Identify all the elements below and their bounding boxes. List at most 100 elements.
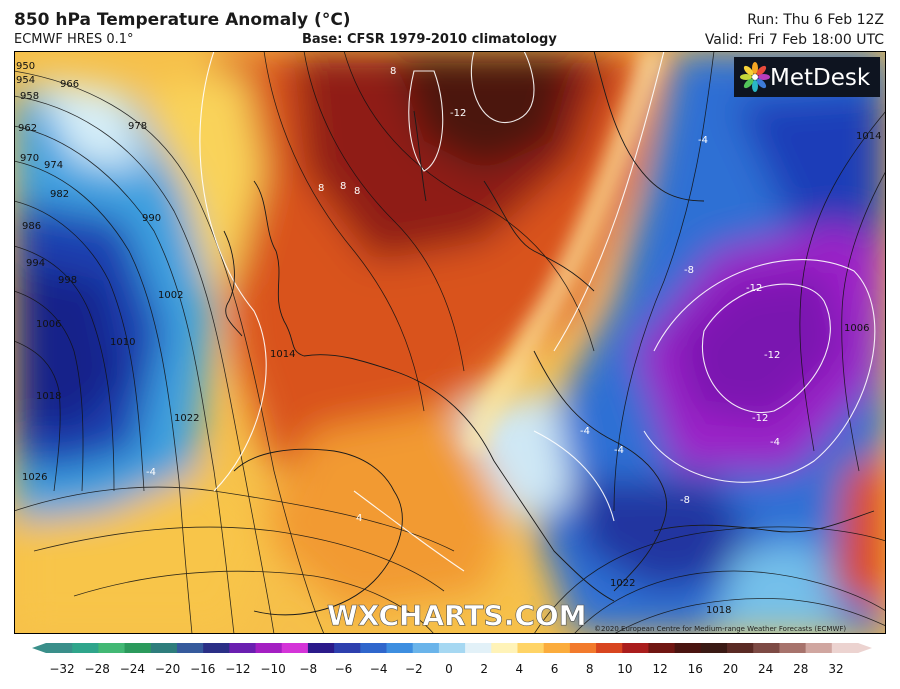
colorbar-tick-label: −10 <box>260 662 285 676</box>
colorbar-tick-label: 16 <box>688 662 703 676</box>
colorbar-arrow-left <box>32 643 46 653</box>
colorbar-swatch <box>622 643 649 653</box>
isobar-label: 1010 <box>110 337 135 348</box>
isobar-label: 970 <box>20 153 39 164</box>
colorbar-tick-label: 6 <box>551 662 559 676</box>
isobar-label: 994 <box>26 258 45 269</box>
metdesk-logo-text: MetDesk <box>770 65 871 91</box>
anomaly-label: -12 <box>746 283 762 294</box>
colorbar-tick-label: 8 <box>586 662 594 676</box>
colorbar-tick-label: −20 <box>155 662 180 676</box>
anomaly-label: -4 <box>580 426 590 437</box>
anomaly-label: -8 <box>680 495 690 506</box>
anomaly-label: -4 <box>698 135 708 146</box>
coastlines <box>223 51 875 616</box>
isobar-label: 1002 <box>158 290 183 301</box>
isobar-label: 978 <box>128 121 147 132</box>
anomaly-label: 8 <box>354 186 360 197</box>
run-time-label: Run: Thu 6 Feb 12Z <box>747 12 884 28</box>
isobar-label: 986 <box>22 221 41 232</box>
colorbar-swatch <box>727 643 754 653</box>
colorbar-swatch <box>360 643 388 653</box>
colorbar-tick-label: 28 <box>793 662 808 676</box>
isobar-label: 954 <box>16 75 35 86</box>
colorbar-swatch <box>753 643 780 653</box>
isobar-lines <box>14 51 886 634</box>
colorbar-swatch <box>307 643 335 653</box>
colorbar-swatch <box>229 643 257 653</box>
anomaly-label: -12 <box>752 413 768 424</box>
colorbar-swatch <box>255 643 283 653</box>
colorbar-swatch <box>805 643 833 653</box>
colorbar-tick-label: 20 <box>723 662 738 676</box>
anomaly-label: -4 <box>614 445 624 456</box>
colorbar-swatch <box>569 643 597 653</box>
colorbar-tick-label: −8 <box>299 662 317 676</box>
isobar-label: 982 <box>50 189 69 200</box>
colorbar-swatch <box>124 643 152 653</box>
colorbar-swatches <box>32 643 872 653</box>
colorbar-swatch <box>386 643 414 653</box>
anomaly-field <box>14 51 886 634</box>
isobar-label: 962 <box>18 123 37 134</box>
colorbar-tick-label: 32 <box>828 662 843 676</box>
colorbar-swatch <box>700 643 728 653</box>
colorbar-swatch <box>543 643 571 653</box>
isobar-label: 1014 <box>856 131 881 142</box>
colorbar-ticks: −32 −28 −24 −20 −16 −12 −10 −8 −6 −4 −2 0 2 4 6 8 10 12 16… <box>49 662 843 676</box>
colorbar-swatch <box>517 643 545 653</box>
colorbar-swatch <box>779 643 807 653</box>
anomaly-label: -12 <box>764 350 780 361</box>
anomaly-map: 950 954 958 962 966 970 974 978 982 986 … <box>14 51 886 634</box>
colorbar-tick-label: −28 <box>85 662 110 676</box>
colorbar-swatch <box>596 643 623 653</box>
colorbar-swatch <box>648 643 676 653</box>
metdesk-logo: MetDesk <box>734 57 880 97</box>
colorbar-tick-label: 24 <box>758 662 773 676</box>
colorbar-swatch <box>491 643 518 653</box>
isobar-label: 1018 <box>706 605 731 616</box>
anomaly-label: -4 <box>146 467 156 478</box>
chart-title: 850 hPa Temperature Anomaly (°C) <box>14 10 351 30</box>
sunburst-icon <box>740 62 770 92</box>
isobar-label: 974 <box>44 160 63 171</box>
colorbar-swatch <box>98 643 126 653</box>
isobar-label: 990 <box>142 213 161 224</box>
colorbar-swatch <box>831 643 859 653</box>
isobar-label: 1022 <box>174 413 199 424</box>
colorbar-tick-label: 0 <box>445 662 453 676</box>
anomaly-label: -8 <box>684 265 694 276</box>
isobar-label: 1026 <box>22 472 47 483</box>
anomaly-label: 8 <box>390 66 396 77</box>
colorbar-tick-label: −6 <box>335 662 353 676</box>
colorbar-tick-label: 10 <box>617 662 632 676</box>
colorbar-tick-label: 4 <box>516 662 524 676</box>
colorbar-tick-label: −24 <box>120 662 145 676</box>
colorbar-swatch <box>412 643 440 653</box>
isobar-label: 1006 <box>844 323 869 334</box>
isobar-label: 958 <box>20 91 39 102</box>
colorbar-swatch <box>465 643 492 653</box>
colorbar-tick-label: −2 <box>405 662 423 676</box>
colorbar-swatch <box>72 643 99 653</box>
colorbar-tick-label: 12 <box>652 662 667 676</box>
colorbar-tick-label: −32 <box>49 662 74 676</box>
anomaly-contours <box>199 51 876 572</box>
isobar-label-group: 950 954 958 962 966 970 974 978 982 986 … <box>16 61 881 616</box>
anomaly-label: 4 <box>356 513 362 524</box>
wxcharts-watermark: WXCHARTS.COM <box>327 599 587 632</box>
colorbar-swatch <box>176 643 204 653</box>
anomaly-label: 8 <box>318 183 324 194</box>
colorbar-swatch <box>438 643 466 653</box>
anomaly-label: -12 <box>450 108 466 119</box>
isobar-label: 1022 <box>610 578 635 589</box>
colorbar-tick-label: −16 <box>190 662 215 676</box>
anomaly-label-group: 8 -12 8 8 8 -4 -8 -12 -12 -12 -4 -4 -4 -… <box>146 66 780 524</box>
colorbar-swatch <box>674 643 702 653</box>
isobar-label: 1018 <box>36 391 61 402</box>
colorbar-tick-label: −12 <box>225 662 250 676</box>
isobar-label: 1014 <box>270 349 295 360</box>
colorbar-tick-label: 2 <box>480 662 488 676</box>
colorbar-tick-label: −4 <box>370 662 388 676</box>
